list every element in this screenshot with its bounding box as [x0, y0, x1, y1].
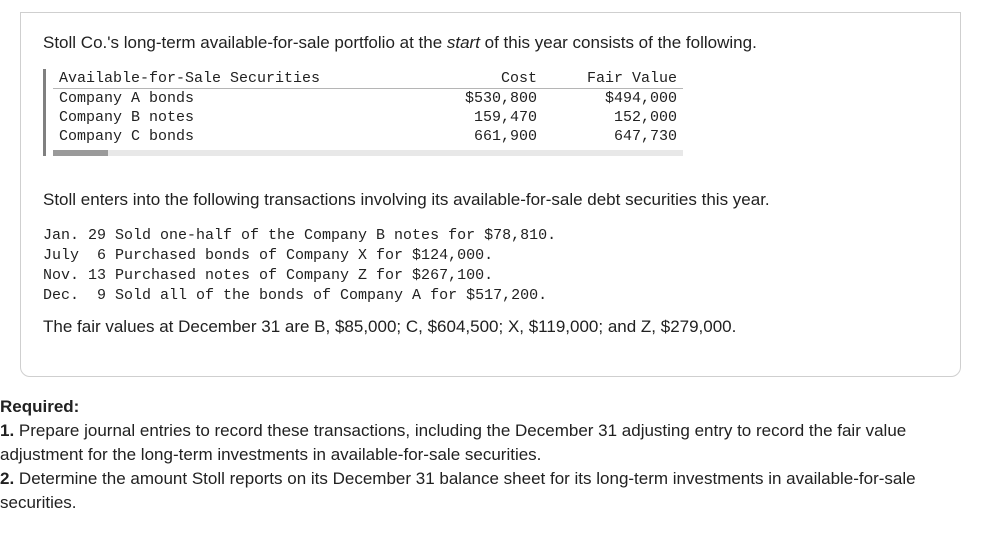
required-item-number: 1. — [0, 421, 14, 440]
cell-name: Company C bonds — [53, 127, 428, 146]
intro-suffix: of this year consists of the following. — [480, 33, 757, 52]
tx-line: Nov. 13 Purchased notes of Company Z for… — [43, 267, 493, 284]
tx-line: Dec. 9 Sold all of the bonds of Company … — [43, 287, 547, 304]
spacer — [43, 162, 938, 184]
problem-card: Stoll Co.'s long-term available-for-sale… — [20, 12, 961, 377]
cell-fv: $494,000 — [543, 88, 683, 108]
cell-cost: $530,800 — [428, 88, 543, 108]
col-header-cost: Cost — [428, 69, 543, 89]
required-item-text: Prepare journal entries to record these … — [0, 421, 906, 464]
cell-name: Company A bonds — [53, 88, 428, 108]
cell-cost: 661,900 — [428, 127, 543, 146]
cell-fv: 152,000 — [543, 108, 683, 127]
intro-prefix: Stoll Co.'s long-term available-for-sale… — [43, 33, 447, 52]
intro-italic: start — [447, 33, 480, 52]
required-item: 2. Determine the amount Stoll reports on… — [0, 467, 961, 515]
col-header-name: Available-for-Sale Securities — [53, 69, 428, 89]
afs-table: Available-for-Sale Securities Cost Fair … — [53, 69, 683, 146]
table-scrollbar-thumb[interactable] — [53, 150, 108, 156]
cell-cost: 159,470 — [428, 108, 543, 127]
required-item: 1. Prepare journal entries to record the… — [0, 419, 961, 467]
table-row: Company A bonds $530,800 $494,000 — [53, 88, 683, 108]
required-section: Required: 1. Prepare journal entries to … — [0, 395, 961, 514]
cell-name: Company B notes — [53, 108, 428, 127]
afs-header-row: Available-for-Sale Securities Cost Fair … — [53, 69, 683, 89]
table-row: Company B notes 159,470 152,000 — [53, 108, 683, 127]
required-item-number: 2. — [0, 469, 14, 488]
table-scrollbar-track[interactable] — [53, 150, 683, 156]
tx-line: July 6 Purchased bonds of Company X for … — [43, 247, 493, 264]
intro-paragraph: Stoll Co.'s long-term available-for-sale… — [43, 31, 938, 55]
tx-line: Jan. 29 Sold one-half of the Company B n… — [43, 227, 556, 244]
afs-table-wrap: Available-for-Sale Securities Cost Fair … — [53, 69, 683, 156]
col-header-fv: Fair Value — [543, 69, 683, 89]
transactions-block: Jan. 29 Sold one-half of the Company B n… — [43, 226, 938, 307]
fair-value-line: The fair values at December 31 are B, $8… — [43, 315, 938, 339]
cell-fv: 647,730 — [543, 127, 683, 146]
table-left-accent — [43, 69, 46, 156]
required-item-text: Determine the amount Stoll reports on it… — [0, 469, 916, 512]
table-row: Company C bonds 661,900 647,730 — [53, 127, 683, 146]
mid-paragraph: Stoll enters into the following transact… — [43, 188, 938, 212]
required-header: Required: — [0, 395, 961, 419]
